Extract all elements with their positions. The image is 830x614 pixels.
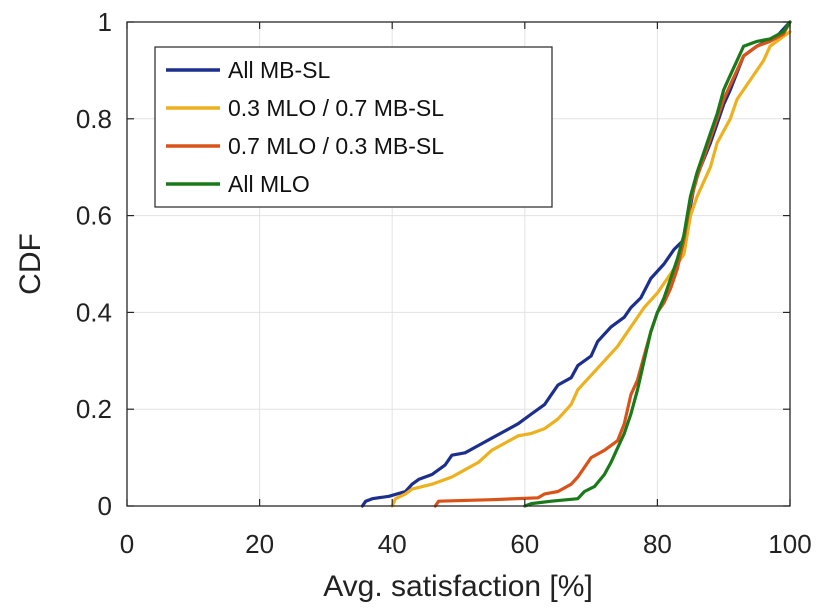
x-tick-label: 20 — [245, 529, 274, 559]
y-tick-label: 0.6 — [76, 201, 112, 231]
legend-label-0-3-mlo-0-7-mb-sl: 0.3 MLO / 0.7 MB-SL — [228, 95, 444, 121]
y-tick-label: 0.4 — [76, 297, 112, 327]
y-tick-label: 0.2 — [76, 394, 112, 424]
legend: All MB-SL 0.3 MLO / 0.7 MB-SL 0.7 MLO / 0.… — [154, 46, 553, 208]
legend-label-all-mb-sl: All MB-SL — [228, 57, 330, 83]
x-tick-label: 80 — [643, 529, 672, 559]
x-tick-label: 0 — [120, 529, 134, 559]
y-tick-label: 0.8 — [76, 104, 112, 134]
y-axis-title: CDF — [14, 233, 47, 295]
legend-label-all-mlo: All MLO — [228, 171, 310, 197]
legend-label-0-7-mlo-0-3-mb-sl: 0.7 MLO / 0.3 MB-SL — [228, 133, 444, 159]
x-tick-label: 40 — [378, 529, 407, 559]
plot-frame — [126, 21, 791, 507]
x-axis-title: Avg. satisfaction [%] — [323, 570, 593, 603]
x-tick-label: 100 — [768, 529, 811, 559]
x-tick-label: 60 — [510, 529, 539, 559]
series-line-all-mlo — [523, 20, 792, 508]
y-tick-label: 0 — [98, 491, 112, 521]
y-tick-label: 1 — [98, 7, 112, 37]
series-lines — [360, 20, 792, 508]
legend-box — [154, 46, 553, 208]
series-line-0-3-mlo-0-7-mb-sl — [390, 30, 792, 508]
axis-ticks: 0 20 40 60 80 100 0 0.2 0.4 0.6 0.8 1 — [76, 7, 812, 559]
